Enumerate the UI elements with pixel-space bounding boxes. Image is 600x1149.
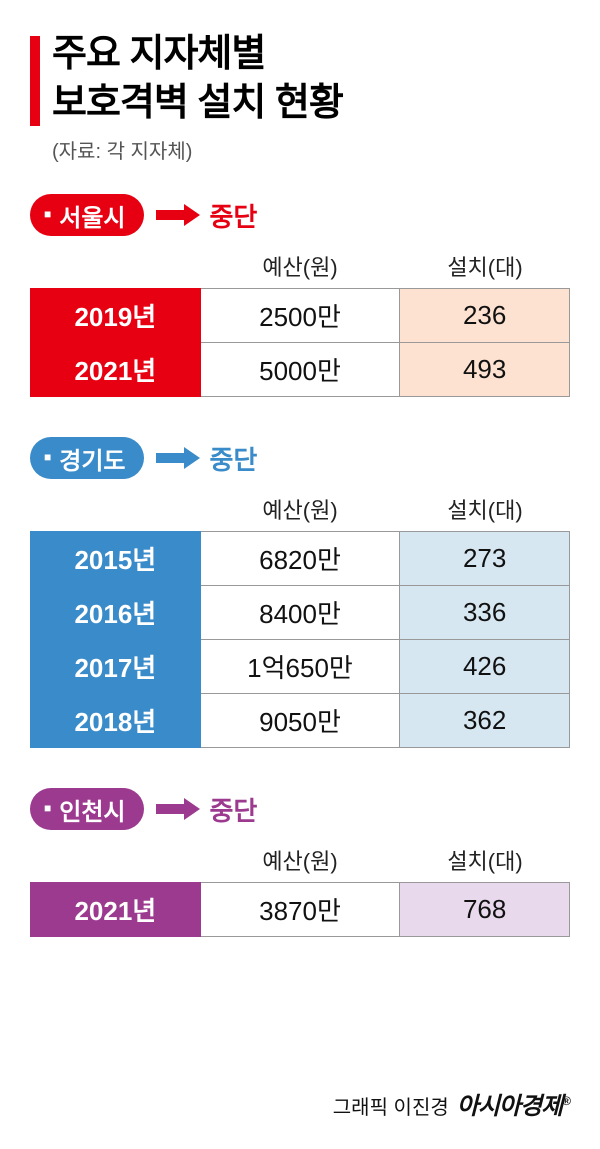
budget-cell: 1억650만 xyxy=(200,640,400,694)
region-name: 경기도 xyxy=(59,441,125,476)
year-cell: 2021년 xyxy=(31,343,201,397)
region-tag: ■ 경기도 xyxy=(30,437,144,479)
table-row: 2021년5000만493 xyxy=(31,343,570,397)
section-seoul: ■서울시중단예산(원)설치(대)2019년2500만2362021년5000만4… xyxy=(30,194,570,397)
bullet-icon: ■ xyxy=(44,207,51,221)
status-label: 중단 xyxy=(210,440,258,477)
col-header-budget: 예산(원) xyxy=(200,493,400,525)
table-row: 2021년3870만768 xyxy=(31,883,570,937)
status-label: 중단 xyxy=(210,791,258,828)
status-label: 중단 xyxy=(210,197,258,234)
bullet-icon: ■ xyxy=(44,801,51,815)
arrow-icon xyxy=(156,204,200,226)
data-table: 2019년2500만2362021년5000만493 xyxy=(30,288,570,397)
install-cell: 236 xyxy=(400,289,570,343)
year-cell: 2019년 xyxy=(31,289,201,343)
table-row: 2017년1억650만426 xyxy=(31,640,570,694)
year-cell: 2015년 xyxy=(31,532,201,586)
section-gyeonggi: ■경기도중단예산(원)설치(대)2015년6820만2732016년8400만3… xyxy=(30,437,570,748)
year-cell: 2016년 xyxy=(31,586,201,640)
budget-cell: 6820만 xyxy=(200,532,400,586)
col-header-budget: 예산(원) xyxy=(200,844,400,876)
title-line-2: 보호격벽 설치 현황 xyxy=(52,79,570,128)
budget-cell: 3870만 xyxy=(200,883,400,937)
tag-row: ■ 인천시 중단 xyxy=(30,788,570,830)
tag-row: ■ 서울시 중단 xyxy=(30,194,570,236)
budget-cell: 9050만 xyxy=(200,694,400,748)
graphic-credit: 그래픽 이진경 xyxy=(333,1091,449,1120)
table-row: 2019년2500만236 xyxy=(31,289,570,343)
install-cell: 362 xyxy=(400,694,570,748)
install-cell: 336 xyxy=(400,586,570,640)
title-accent-bar xyxy=(30,36,40,126)
col-header-install: 설치(대) xyxy=(400,493,570,525)
year-cell: 2017년 xyxy=(31,640,201,694)
budget-cell: 2500만 xyxy=(200,289,400,343)
region-tag: ■ 인천시 xyxy=(30,788,144,830)
col-header-budget: 예산(원) xyxy=(200,250,400,282)
table-header: 예산(원)설치(대) xyxy=(30,250,570,282)
budget-cell: 5000만 xyxy=(200,343,400,397)
install-cell: 768 xyxy=(400,883,570,937)
table-header: 예산(원)설치(대) xyxy=(30,844,570,876)
budget-cell: 8400만 xyxy=(200,586,400,640)
arrow-icon xyxy=(156,447,200,469)
table-header: 예산(원)설치(대) xyxy=(30,493,570,525)
region-name: 서울시 xyxy=(59,198,125,233)
col-header-install: 설치(대) xyxy=(400,250,570,282)
install-cell: 426 xyxy=(400,640,570,694)
table-row: 2016년8400만336 xyxy=(31,586,570,640)
section-incheon: ■ 인천시 중단예산(원)설치(대) 2021년3870만768 xyxy=(30,788,570,937)
title-block: 주요 지자체별 보호격벽 설치 현황 xyxy=(30,30,570,127)
data-table: 2021년3870만768 xyxy=(30,882,570,937)
table-row: 2015년6820만273 xyxy=(31,532,570,586)
footer: 그래픽 이진경 아시아경제® xyxy=(333,1086,570,1121)
col-header-install: 설치(대) xyxy=(400,844,570,876)
region-tag: ■ 서울시 xyxy=(30,194,144,236)
table-row: 2018년9050만362 xyxy=(31,694,570,748)
title-line-1: 주요 지자체별 xyxy=(52,30,570,79)
brand-logo: 아시아경제® xyxy=(457,1086,570,1121)
region-name: 인천시 xyxy=(59,792,125,827)
year-cell: 2021년 xyxy=(31,883,201,937)
arrow-icon xyxy=(156,798,200,820)
install-cell: 493 xyxy=(400,343,570,397)
year-cell: 2018년 xyxy=(31,694,201,748)
data-table: 2015년6820만2732016년8400만3362017년1억650만426… xyxy=(30,531,570,748)
bullet-icon: ■ xyxy=(44,450,51,464)
source-text: (자료: 각 지자체) xyxy=(30,135,570,164)
tag-row: ■ 경기도 중단 xyxy=(30,437,570,479)
install-cell: 273 xyxy=(400,532,570,586)
